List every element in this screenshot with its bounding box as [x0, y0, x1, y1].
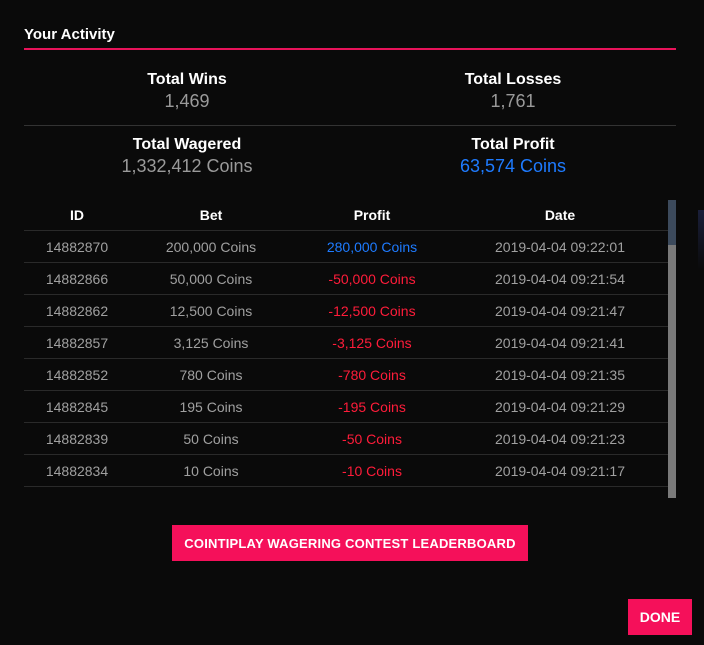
- table-row: 14882870 200,000 Coins 280,000 Coins 2019-0…: [24, 231, 668, 263]
- column-header-bet: Bet: [199, 207, 223, 223]
- table-header: ID Bet Profit Date: [24, 200, 668, 231]
- cell-profit: 280,000 Coins: [326, 238, 418, 255]
- cell-date: 2019-04-04 09:21:35: [495, 366, 625, 383]
- column-header-date: Date: [544, 207, 576, 223]
- modal-header: Your Activity: [24, 26, 676, 50]
- cell-bet: 12,500 Coins: [169, 302, 253, 319]
- table-row: 14882839 50 Coins -50 Coins 2019-04-04 09:2…: [24, 423, 668, 455]
- table-body: 14882870 200,000 Coins 280,000 Coins 2019-0…: [24, 231, 668, 498]
- cell-id: 14882834: [45, 462, 109, 479]
- column-header-id: ID: [70, 207, 84, 223]
- scrollbar-thumb[interactable]: [668, 200, 676, 245]
- cell-date: 2019-04-04 09:21:17: [495, 462, 625, 479]
- table-row: 14882845 195 Coins -195 Coins 2019-04-04 09…: [24, 391, 668, 423]
- stat-total-profit: Total Profit 63,574 Coins: [350, 135, 676, 185]
- cell-id: 14882866: [45, 270, 109, 287]
- table-row: 14882866 50,000 Coins -50,000 Coins 2019-04…: [24, 263, 668, 295]
- cell-profit: -780 Coins: [338, 366, 406, 383]
- cell-bet: 10 Coins: [183, 462, 239, 479]
- cell-id: 14882862: [45, 302, 109, 319]
- stat-value: 1,761: [490, 91, 536, 111]
- cell-profit: -12,500 Coins: [328, 302, 416, 319]
- modal-title: Your Activity: [24, 26, 115, 43]
- table-row: 14882862 12,500 Coins -12,500 Coins 2019-04…: [24, 295, 668, 327]
- cell-profit: -50,000 Coins: [328, 270, 416, 287]
- stat-value: 1,332,412 Coins: [121, 156, 253, 176]
- table-row: 14882852 780 Coins -780 Coins 2019-04-04 09…: [24, 359, 668, 391]
- stats-row-wagered-profit: Total Wagered 1,332,412 Coins Total Prof…: [24, 135, 676, 185]
- cell-id: 14882870: [45, 238, 109, 255]
- leaderboard-button[interactable]: COINTIPLAY WAGERING CONTEST LEADERBOARD: [172, 525, 528, 561]
- stat-label: Total Profit: [471, 136, 555, 153]
- cell-profit: -195 Coins: [338, 398, 406, 415]
- column-header-profit: Profit: [353, 207, 391, 223]
- stat-value: 63,574 Coins: [459, 156, 567, 176]
- cell-id: 14882852: [45, 366, 109, 383]
- table-scrollbar[interactable]: [668, 200, 676, 498]
- background-decoration: [698, 210, 704, 270]
- cell-bet: 780 Coins: [179, 366, 243, 383]
- table-row: 14882857 3,125 Coins -3,125 Coins 2019-04-0…: [24, 327, 668, 359]
- cell-date: 2019-04-04 09:21:41: [495, 334, 625, 351]
- stat-label: Total Wagered: [132, 136, 242, 153]
- cell-profit: -3,125 Coins: [332, 334, 412, 351]
- cell-bet: 195 Coins: [179, 398, 243, 415]
- cell-bet: 50,000 Coins: [169, 270, 253, 287]
- cell-bet: 3,125 Coins: [173, 334, 249, 351]
- cell-date: 2019-04-04 09:22:01: [495, 238, 625, 255]
- stat-label: Total Wins: [147, 71, 227, 88]
- cell-date: 2019-04-04 09:21:23: [495, 430, 625, 447]
- cell-profit: -10 Coins: [342, 462, 402, 479]
- cell-bet: 200,000 Coins: [165, 238, 257, 255]
- cell-id: 14882845: [45, 398, 109, 415]
- stat-total-wagered: Total Wagered 1,332,412 Coins: [24, 135, 350, 185]
- cell-id: 14882857: [45, 334, 109, 351]
- stat-total-losses: Total Losses 1,761: [350, 70, 676, 125]
- stat-label: Total Losses: [464, 71, 562, 88]
- cell-date: 2019-04-04 09:21:54: [495, 270, 625, 287]
- cell-id: 14882839: [45, 430, 109, 447]
- cell-bet: 50 Coins: [183, 430, 239, 447]
- cell-date: 2019-04-04 09:21:47: [495, 302, 625, 319]
- cell-profit: -50 Coins: [342, 430, 402, 447]
- done-button[interactable]: DONE: [628, 599, 692, 635]
- stat-value: 1,469: [164, 91, 210, 111]
- bet-history-table[interactable]: ID Bet Profit Date 14882870 200,000 Coins…: [24, 200, 676, 498]
- cell-date: 2019-04-04 09:21:29: [495, 398, 625, 415]
- stats-row-wins-losses: Total Wins 1,469 Total Losses 1,761: [24, 70, 676, 126]
- table-row: 14882834 10 Coins -10 Coins 2019-04-04 09:2…: [24, 455, 668, 487]
- stat-total-wins: Total Wins 1,469: [24, 70, 350, 125]
